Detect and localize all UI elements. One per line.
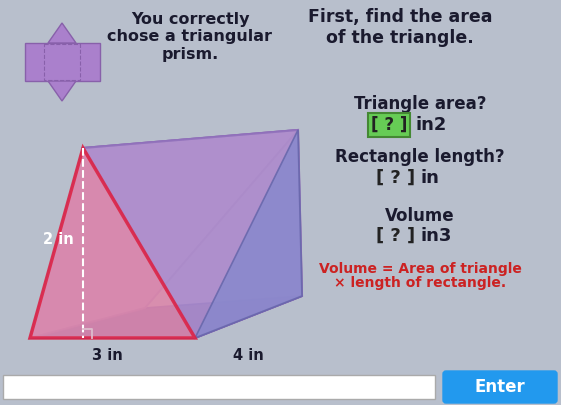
Text: [ ? ]: [ ? ] [376, 227, 416, 245]
Text: in3: in3 [421, 227, 452, 245]
Polygon shape [83, 130, 302, 338]
Polygon shape [30, 148, 195, 338]
Polygon shape [195, 130, 302, 338]
Text: Volume = Area of triangle: Volume = Area of triangle [319, 262, 521, 276]
Text: [ ? ]: [ ? ] [376, 169, 416, 187]
Text: 4 in: 4 in [233, 348, 263, 364]
Text: in: in [421, 169, 440, 187]
Text: × length of rectangle.: × length of rectangle. [334, 276, 506, 290]
Text: First, find the area
of the triangle.: First, find the area of the triangle. [308, 8, 492, 47]
Polygon shape [30, 296, 302, 338]
Polygon shape [83, 130, 302, 338]
FancyBboxPatch shape [443, 371, 557, 403]
Bar [44, 44, 80, 80]
Text: Triangle area?: Triangle area? [354, 95, 486, 113]
Polygon shape [48, 81, 76, 101]
Text: in2: in2 [416, 116, 447, 134]
FancyBboxPatch shape [3, 375, 435, 399]
Text: Enter: Enter [475, 378, 525, 396]
Polygon shape [48, 23, 76, 43]
Text: 3 in: 3 in [91, 348, 122, 364]
Text: [ ? ]: [ ? ] [371, 116, 407, 134]
Bar [25, 43, 100, 81]
Polygon shape [30, 130, 298, 338]
Text: Rectangle length?: Rectangle length? [335, 148, 505, 166]
Text: Volume: Volume [385, 207, 455, 225]
Text: 2 in: 2 in [43, 232, 73, 247]
FancyBboxPatch shape [368, 113, 410, 137]
Text: You correctly
chose a triangular
prism.: You correctly chose a triangular prism. [108, 12, 273, 62]
